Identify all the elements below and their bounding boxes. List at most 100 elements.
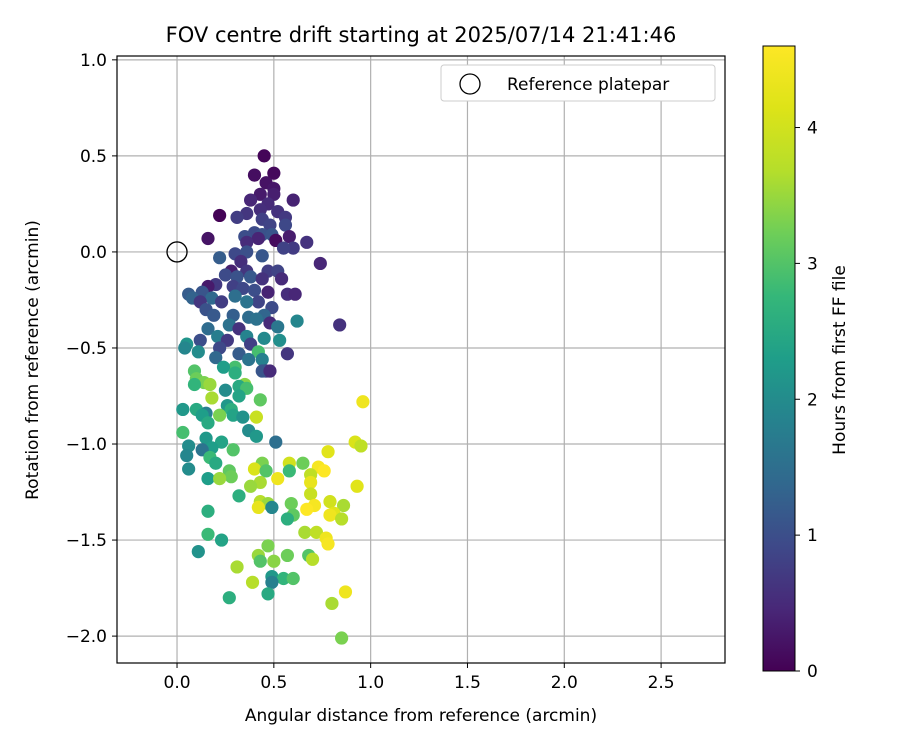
data-point: [199, 431, 213, 445]
colorbar-tick-label: 0: [807, 662, 818, 682]
data-point: [325, 596, 339, 611]
data-point: [230, 560, 244, 574]
y-tick-label: −1.0: [66, 435, 107, 455]
data-point: [214, 533, 229, 547]
data-point: [240, 295, 254, 309]
data-point: [265, 500, 279, 515]
data-point: [230, 210, 244, 224]
x-tick-label: 0.0: [164, 673, 191, 693]
data-point: [286, 571, 300, 586]
data-point: [201, 322, 215, 336]
x-tick-label: 2.0: [551, 673, 578, 693]
data-point: [242, 352, 256, 367]
data-point: [182, 462, 196, 476]
data-point: [257, 331, 271, 345]
x-tick-label: 1.0: [357, 673, 384, 693]
colorbar-ticks: 0 1 2 3 4: [795, 119, 818, 682]
data-point: [191, 544, 205, 559]
data-point: [216, 360, 231, 374]
colorbar-tick-label: 2: [807, 390, 818, 410]
data-point: [335, 631, 349, 645]
y-tick-label: 0.0: [80, 243, 107, 263]
data-point: [251, 295, 265, 309]
data-point: [226, 443, 240, 457]
data-point: [232, 489, 246, 503]
colorbar-label: Hours from first FF file: [830, 265, 850, 455]
data-point: [282, 229, 296, 244]
data-point: [267, 166, 281, 180]
data-point: [286, 193, 300, 207]
data-point: [232, 389, 246, 403]
y-axis-ticks: 1.0 0.5 0.0 −0.5 −1.0 −1.5 −2.0: [66, 51, 117, 647]
y-axis-label: Rotation from reference (arcmin): [23, 220, 43, 500]
data-point: [323, 508, 337, 522]
data-point: [255, 249, 269, 263]
data-point: [214, 295, 229, 309]
legend-marker: [459, 73, 481, 95]
data-point: [218, 268, 233, 282]
chart-title: FOV centre drift starting at 2025/07/14 …: [166, 23, 677, 47]
data-point: [286, 241, 300, 255]
data-point: [333, 318, 347, 332]
x-tick-label: 0.5: [260, 673, 287, 693]
data-point: [253, 187, 267, 201]
data-point: [257, 149, 271, 163]
reference-platepar-point: [166, 241, 188, 263]
data-point: [247, 168, 262, 182]
data-point: [323, 495, 337, 509]
data-point: [213, 408, 227, 422]
data-point: [224, 470, 238, 484]
data-point: [244, 193, 258, 207]
data-point: [265, 575, 279, 589]
data-point: [201, 416, 215, 430]
data-point: [176, 425, 190, 440]
y-tick-label: −1.5: [66, 531, 107, 551]
legend-box: [440, 64, 716, 102]
data-point: [247, 283, 262, 297]
colorbar-tick-label: 1: [807, 526, 818, 546]
data-point: [222, 591, 236, 605]
data-point: [203, 377, 217, 392]
data-point: [313, 256, 327, 271]
x-tick-label: 2.5: [648, 673, 675, 693]
data-point: [298, 525, 312, 539]
data-point: [247, 462, 262, 476]
grid: [117, 56, 725, 663]
data-point: [207, 308, 221, 322]
data-point: [276, 241, 291, 255]
data-point: [249, 410, 264, 424]
data-point: [201, 471, 215, 486]
data-point: [309, 525, 324, 539]
data-point: [261, 539, 275, 553]
data-point: [271, 471, 285, 486]
data-point: [209, 350, 223, 365]
data-point: [300, 235, 314, 249]
data-point: [282, 464, 296, 478]
x-tick-label: 1.5: [454, 673, 481, 693]
data-points: [176, 149, 370, 645]
data-point: [261, 285, 275, 299]
data-point: [253, 554, 267, 568]
data-point: [213, 251, 227, 265]
data-point: [288, 287, 302, 301]
data-point: [245, 575, 260, 589]
data-point: [274, 272, 289, 286]
data-point: [336, 498, 351, 513]
data-point: [178, 341, 192, 355]
colorbar-tick-label: 3: [807, 254, 818, 274]
data-point: [269, 435, 283, 449]
data-point: [284, 496, 298, 511]
data-point: [253, 393, 267, 407]
data-point: [280, 548, 294, 563]
x-axis-label: Angular distance from reference (arcmin): [245, 706, 597, 726]
data-point: [255, 272, 269, 286]
y-tick-label: 1.0: [80, 51, 107, 71]
data-point: [296, 456, 310, 470]
data-point: [228, 366, 242, 380]
data-point: [251, 500, 265, 515]
data-point: [267, 187, 281, 201]
data-point: [276, 571, 291, 586]
data-point: [290, 314, 304, 328]
